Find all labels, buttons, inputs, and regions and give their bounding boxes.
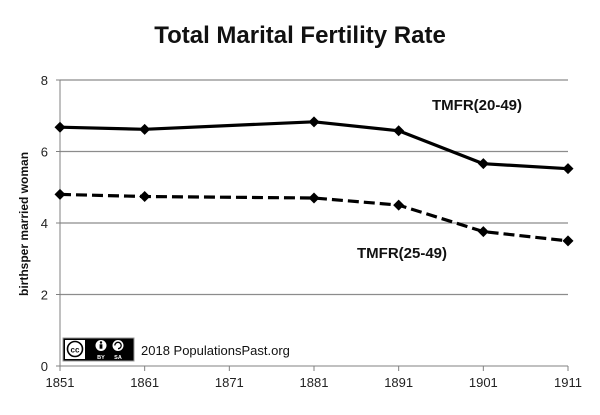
cc-license-badge: cc BY SA	[62, 337, 135, 362]
svg-text:BY: BY	[97, 355, 105, 361]
data-point-s1-0	[54, 188, 66, 200]
y-tick-label: 2	[41, 288, 48, 303]
svg-text:SA: SA	[114, 355, 122, 361]
data-point-s0-1	[139, 123, 151, 135]
data-point-s1-5	[562, 235, 574, 247]
share-alike-icon	[111, 339, 125, 352]
cc-icon	[66, 340, 84, 358]
x-tick-label: 1881	[300, 375, 329, 390]
series-line-0	[59, 120, 569, 171]
data-point-s1-1	[139, 191, 151, 203]
data-point-s0-2	[308, 116, 320, 128]
data-point-s0-0	[54, 121, 66, 133]
data-point-s0-3	[393, 125, 405, 137]
y-axis-label: birthsper married woman	[17, 152, 31, 296]
y-tick-label: 0	[41, 359, 48, 374]
series-line-1	[59, 192, 569, 243]
x-tick-label: 1851	[46, 375, 75, 390]
series	[54, 116, 574, 247]
svg-text:cc: cc	[71, 346, 80, 355]
axes: 0 2 4 6 8 1851 1861 1871 1881 1891 1901 1911	[41, 73, 582, 390]
credit-text: 2018 PopulationsPast.org	[141, 343, 290, 358]
x-tick-label: 1861	[130, 375, 159, 390]
data-point-s1-2	[308, 192, 320, 204]
x-tick-label: 1871	[215, 375, 244, 390]
y-tick-label: 4	[41, 216, 48, 231]
x-tick-label: 1911	[554, 375, 582, 390]
chart-title: Total Marital Fertility Rate	[154, 22, 446, 49]
data-point-s1-4	[477, 226, 489, 238]
series-label-tmfr-20-49: TMFR(20-49)	[432, 97, 522, 114]
data-point-s0-4	[477, 158, 489, 170]
x-tick-label: 1901	[469, 375, 498, 390]
series-label-tmfr-25-49: TMFR(25-49)	[357, 245, 447, 262]
x-tick-label: 1891	[384, 375, 413, 390]
gridlines	[60, 79, 568, 296]
y-tick-label: 8	[41, 73, 48, 88]
data-point-s1-3	[393, 199, 405, 211]
data-point-s0-5	[562, 163, 574, 175]
y-tick-label: 6	[41, 145, 48, 160]
